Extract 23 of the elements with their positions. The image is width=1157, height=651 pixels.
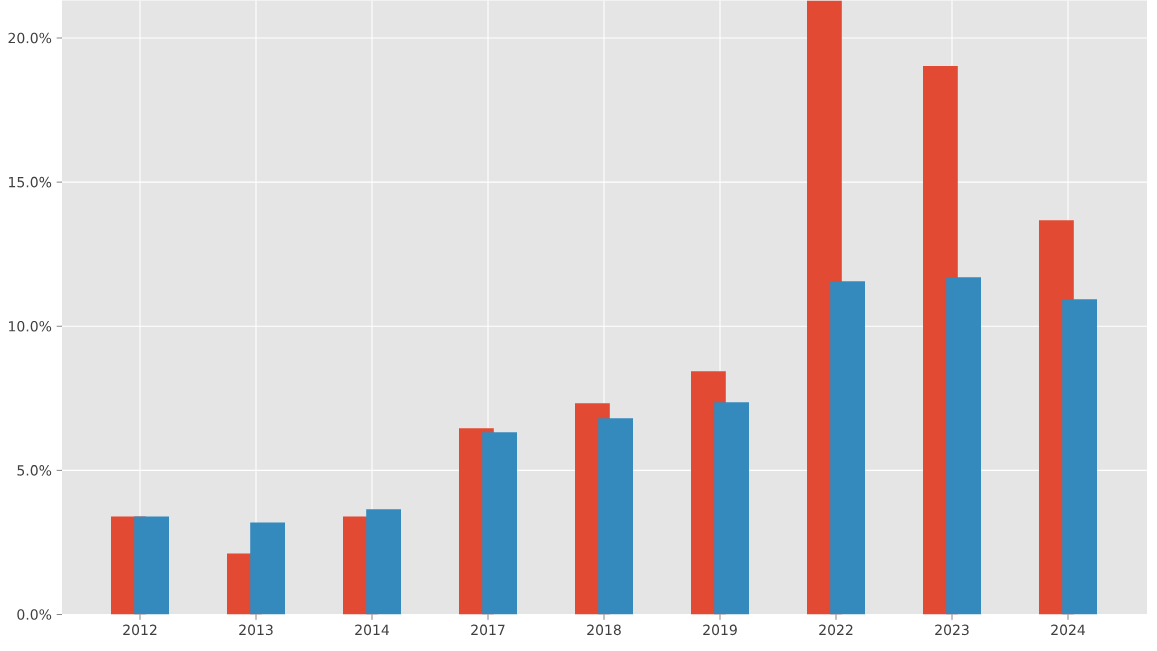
x-tick-label: 2014 bbox=[355, 624, 390, 636]
bar bbox=[366, 509, 401, 615]
bar bbox=[482, 432, 517, 615]
y-tick-label: 0.0% bbox=[17, 609, 52, 621]
x-tick-label: 2012 bbox=[123, 624, 157, 636]
x-tick-label: 2019 bbox=[703, 624, 737, 636]
bar bbox=[250, 522, 285, 615]
bar bbox=[830, 281, 865, 615]
x-tick-label: 2018 bbox=[587, 624, 621, 636]
bar bbox=[134, 516, 169, 615]
x-tick-label: 2023 bbox=[935, 624, 969, 636]
bar bbox=[1062, 299, 1097, 615]
y-tick-label: 15.0% bbox=[9, 177, 52, 188]
x-tick-label: 2022 bbox=[819, 624, 853, 636]
y-tick-label: 5.0% bbox=[17, 465, 52, 476]
bar bbox=[946, 277, 981, 615]
x-tick-label: 2013 bbox=[239, 624, 273, 636]
y-tick-label: 10.0% bbox=[9, 321, 52, 332]
y-tick-label: 20.0% bbox=[8, 32, 52, 44]
x-tick-label: 2024 bbox=[1051, 624, 1086, 636]
bar bbox=[714, 402, 749, 615]
bar bbox=[598, 418, 633, 615]
x-tick-label: 2017 bbox=[471, 624, 505, 636]
